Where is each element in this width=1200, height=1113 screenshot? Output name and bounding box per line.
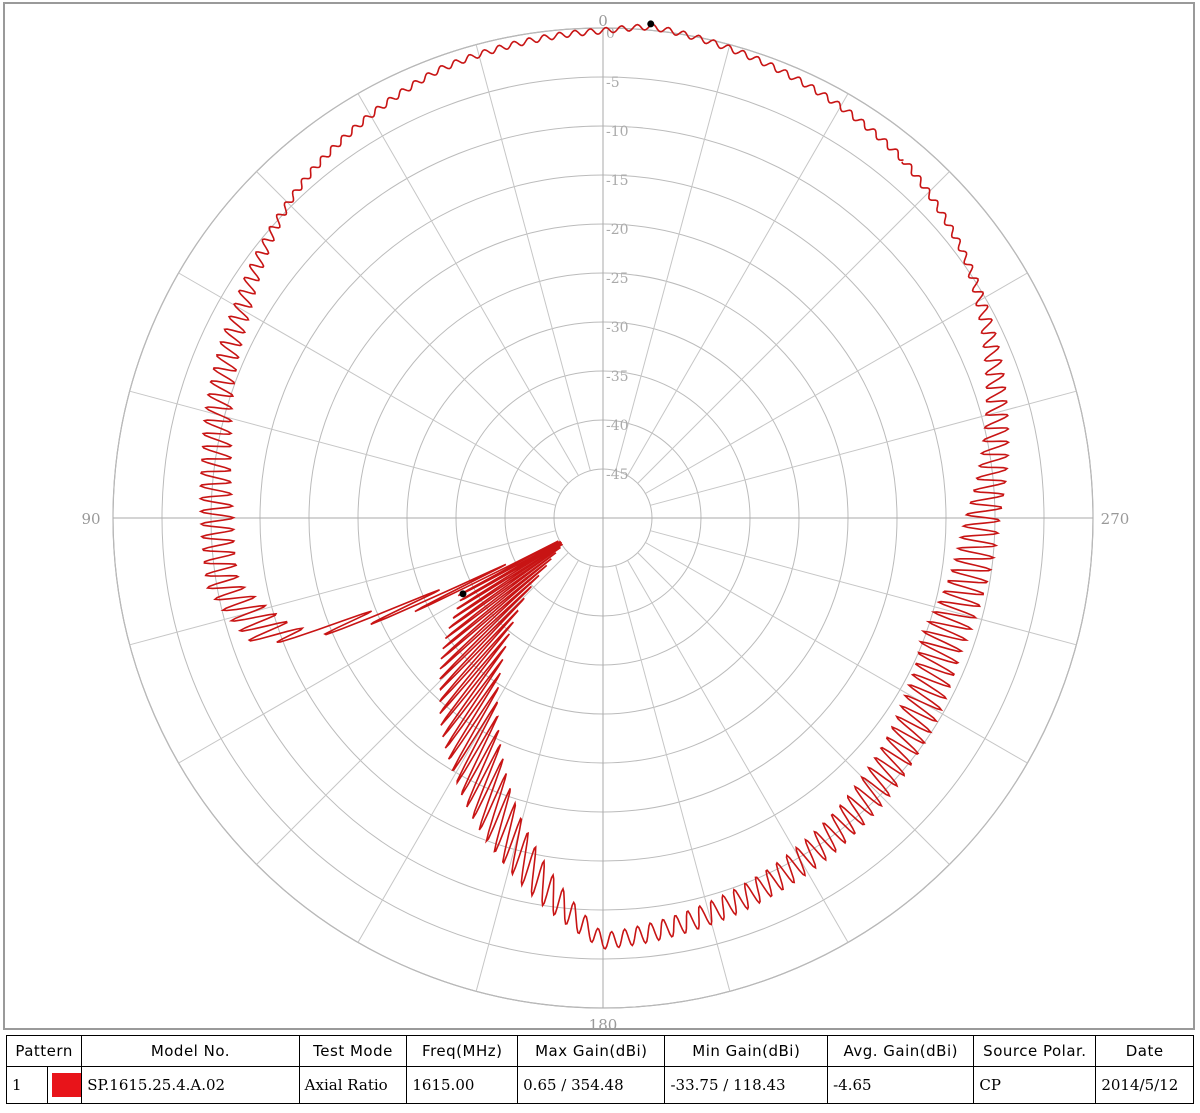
radial-tick-label: -25 (606, 271, 629, 287)
peak-marker (459, 590, 467, 598)
model-number: SP.1615.25.4.A.02 (81, 1066, 300, 1104)
source-polarization: CP (973, 1066, 1097, 1104)
polar-plot-frame: 0 90 180 270 0 -5 -10 -15 -20 -25 -30 -35 -40 -45 (3, 2, 1195, 1030)
header-avg-gain: Avg. Gain(dBi) (827, 1035, 975, 1067)
grid-spoke (645, 542, 1028, 764)
grid-spoke (256, 171, 569, 484)
frequency: 1615.00 (406, 1066, 519, 1104)
header-source-polar: Source Polar. (973, 1035, 1097, 1067)
radial-tick-label: -20 (606, 222, 629, 238)
legend-header-row: Pattern Model No. Test Mode Freq(MHz) Ma… (5, 1035, 1194, 1067)
grid-spoke (178, 272, 561, 494)
pattern-color-cell (46, 1066, 83, 1104)
grid-spoke (627, 93, 849, 476)
angle-label: 270 (1101, 510, 1130, 528)
polar-grid (112, 27, 1094, 1009)
grid-spoke (615, 44, 731, 471)
polar-plot: 0 90 180 270 0 -5 -10 -15 -20 -25 -30 -35 -40 -45 (81, 12, 1129, 1028)
grid-spoke (650, 390, 1077, 506)
radial-tick-label: -45 (606, 467, 629, 483)
pattern-number: 1 (6, 1066, 48, 1104)
grid-spoke (627, 560, 849, 943)
peak-marker (647, 20, 655, 28)
grid-spoke (637, 552, 950, 865)
radial-tick-label: -35 (606, 369, 629, 385)
radial-tick-label: -10 (606, 124, 629, 140)
grid-spoke (357, 560, 579, 943)
grid-spoke (650, 530, 1077, 646)
header-pattern: Pattern (5, 1035, 83, 1067)
grid-spoke (256, 552, 569, 865)
header-freq: Freq(MHz) (406, 1035, 519, 1067)
test-mode: Axial Ratio (298, 1066, 408, 1104)
grid-spoke (129, 390, 556, 506)
marker-layer (459, 20, 655, 598)
pattern-trace (198, 23, 1011, 950)
radial-tick-label: -5 (606, 75, 620, 91)
header-min-gain: Min Gain(dBi) (664, 1035, 829, 1067)
radial-tick-label: -30 (606, 320, 629, 336)
header-max-gain: Max Gain(dBi) (517, 1035, 666, 1067)
radial-tick-label: -15 (606, 173, 629, 189)
pattern-trace-layer (198, 23, 1011, 950)
radial-tick-label: 0 (606, 26, 615, 42)
grid-spoke (615, 565, 731, 992)
grid-spoke (129, 530, 556, 646)
grid-spoke (357, 93, 579, 476)
grid-spoke (645, 272, 1028, 494)
min-gain: -33.75 / 118.43 (664, 1066, 829, 1104)
polar-labels: 0 90 180 270 0 -5 -10 -15 -20 -25 -30 -35 -40 -45 (81, 12, 1129, 1028)
header-test-mode: Test Mode (298, 1035, 408, 1067)
legend-row: 1 SP.1615.25.4.A.02 Axial Ratio 1615.00 … (6, 1066, 1194, 1104)
header-date: Date (1095, 1035, 1194, 1067)
grid-spoke (637, 171, 950, 484)
test-date: 2014/5/12 (1095, 1066, 1194, 1104)
avg-gain: -4.65 (827, 1066, 975, 1104)
angle-label: 180 (589, 1016, 618, 1028)
pattern-legend-table: Pattern Model No. Test Mode Freq(MHz) Ma… (5, 1035, 1194, 1104)
angle-label: 0 (598, 12, 608, 30)
header-model: Model No. (81, 1035, 300, 1067)
radial-tick-label: -40 (606, 418, 629, 434)
grid-spoke (475, 565, 591, 992)
pattern-color-swatch (51, 1073, 81, 1097)
grid-spoke (475, 44, 591, 471)
max-gain: 0.65 / 354.48 (517, 1066, 666, 1104)
angle-label: 90 (81, 510, 100, 528)
